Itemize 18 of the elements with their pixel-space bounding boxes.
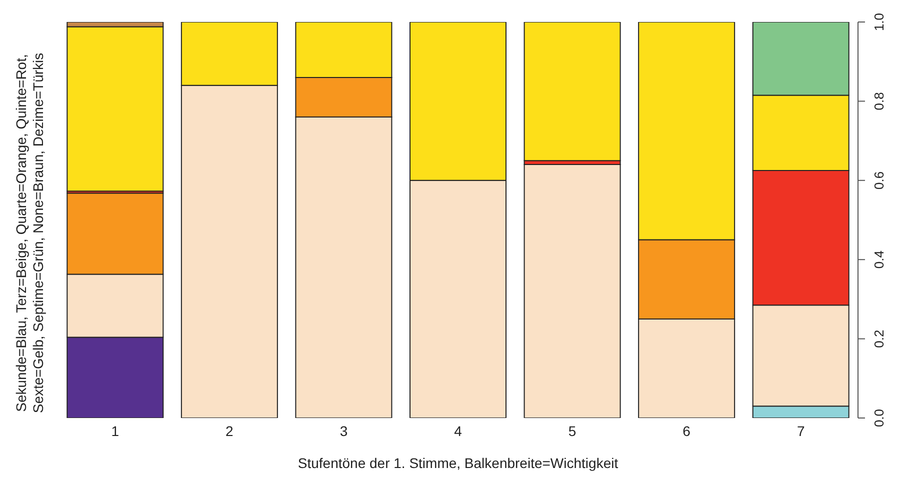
x-tick-label: 3 xyxy=(340,422,348,439)
y-tick-label: 1.0 xyxy=(872,12,886,32)
x-tick-label: 1 xyxy=(111,422,120,439)
y-tick-label: 0.0 xyxy=(872,408,886,428)
bar xyxy=(66,26,164,192)
y-tick-label: 0.2 xyxy=(872,330,886,348)
bar xyxy=(524,22,621,162)
x-tick-label: 2 xyxy=(226,422,234,439)
y-tick-label: 0.4 xyxy=(872,250,886,269)
bar xyxy=(524,164,621,418)
x-tick-label: 6 xyxy=(682,422,691,439)
y-axis-title: Sekunde=Blau, Terz=Beige, Quarte=Orange, Quinte=Rot, Sexte=Gelb, Septime=Grün, None=Braun, Dezime=Türkis xyxy=(13,52,46,414)
y-tick-label: 0.6 xyxy=(872,171,886,190)
x-axis-title: Stufentöne der 1. Stimme, Balkenbreite=Wichtigkeit xyxy=(298,455,618,471)
x-tick-label: 5 xyxy=(568,422,576,439)
x-tick-label: 4 xyxy=(454,422,462,439)
y-tick-label: 0.8 xyxy=(872,92,886,110)
x-tick-label: 7 xyxy=(796,422,805,439)
